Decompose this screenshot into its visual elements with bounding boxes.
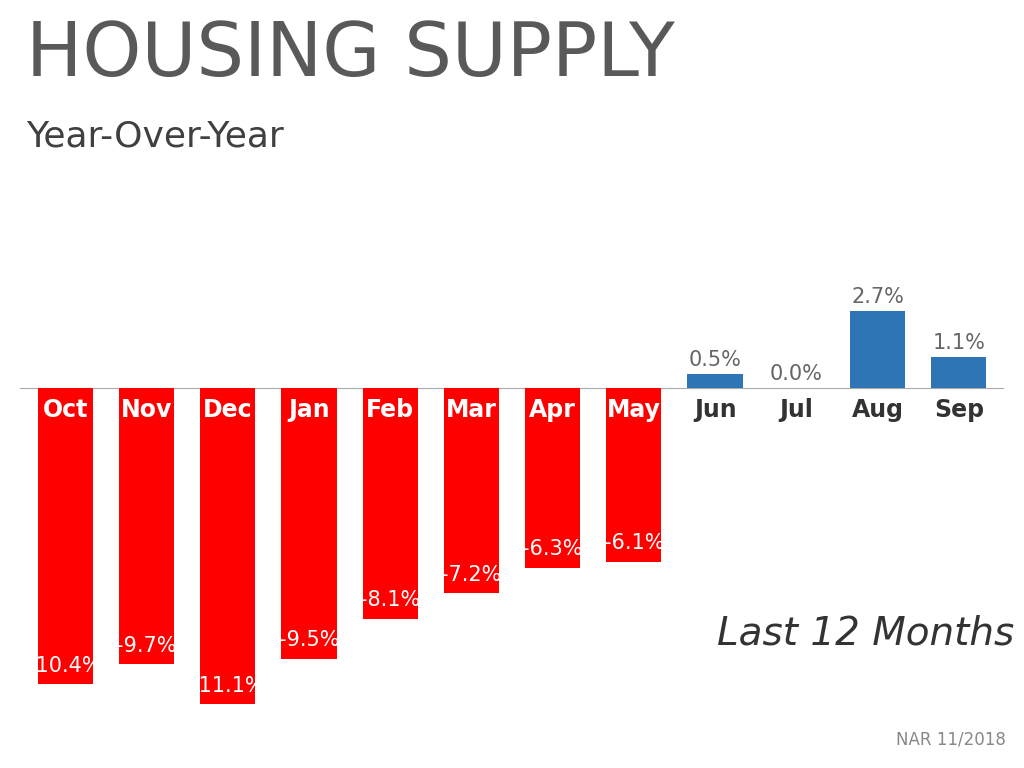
Text: Dec: Dec (203, 398, 253, 422)
Text: 2.7%: 2.7% (851, 287, 904, 307)
Text: Jun: Jun (694, 398, 736, 422)
Bar (931, 357, 986, 388)
Text: 0.5%: 0.5% (689, 349, 741, 369)
Text: Jul: Jul (779, 398, 813, 422)
Text: Feb: Feb (366, 398, 414, 422)
Bar (119, 388, 174, 664)
Text: Last 12 Months: Last 12 Months (717, 614, 1014, 652)
Bar (38, 388, 93, 684)
Text: May: May (607, 398, 660, 422)
Text: -6.1%: -6.1% (603, 533, 665, 553)
Text: -9.5%: -9.5% (279, 630, 339, 650)
Text: Year-Over-Year: Year-Over-Year (26, 119, 284, 153)
Text: Aug: Aug (852, 398, 903, 422)
Text: Apr: Apr (529, 398, 577, 422)
Text: Mar: Mar (445, 398, 497, 422)
Bar (606, 388, 662, 562)
Text: -8.1%: -8.1% (360, 591, 420, 611)
Text: Sep: Sep (934, 398, 984, 422)
Text: HOUSING SUPPLY: HOUSING SUPPLY (26, 19, 675, 92)
Text: Oct: Oct (42, 398, 88, 422)
Text: 0.0%: 0.0% (770, 364, 823, 384)
Bar (850, 311, 905, 388)
Text: -9.7%: -9.7% (116, 636, 177, 656)
Bar (525, 388, 581, 568)
Bar (282, 388, 337, 659)
Text: -10.4%: -10.4% (29, 656, 102, 676)
Bar (362, 388, 418, 619)
Text: -7.2%: -7.2% (441, 564, 502, 584)
Text: -6.3%: -6.3% (522, 539, 583, 559)
Text: NAR 11/2018: NAR 11/2018 (896, 731, 1006, 749)
Bar (687, 374, 742, 388)
Text: Nov: Nov (121, 398, 172, 422)
Text: 1.1%: 1.1% (933, 333, 985, 353)
Text: Jan: Jan (288, 398, 330, 422)
Bar (443, 388, 499, 593)
Bar (200, 388, 255, 704)
Text: -11.1%: -11.1% (190, 676, 264, 696)
